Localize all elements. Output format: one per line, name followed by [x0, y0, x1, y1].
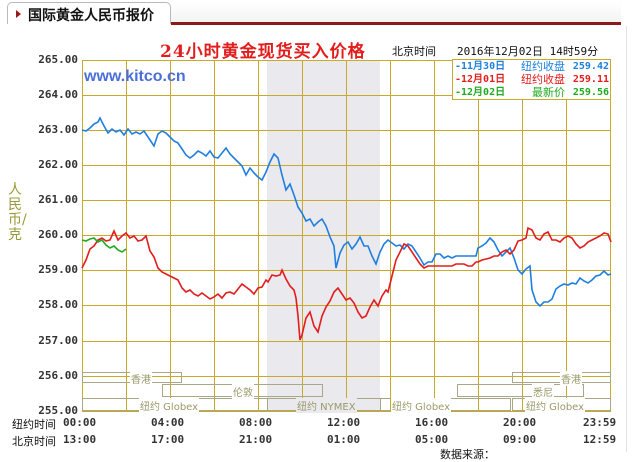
legend-item-dec02: -12月02日 最新价 259.56: [455, 86, 610, 99]
y-tick: 259.00: [38, 263, 78, 276]
x-tick-bj: 05:00: [415, 433, 449, 446]
x-tick-ny: 00:00: [63, 416, 97, 429]
x-tick-ny: 12:00: [327, 416, 361, 429]
session-label-hongkong: 香港: [130, 371, 152, 386]
session-label-ny-globex: 纽约 Globex: [525, 398, 586, 413]
legend-value: 259.11: [572, 74, 609, 85]
y-tick: 265.00: [38, 53, 78, 66]
legend-name: 纽约收盘: [521, 73, 565, 86]
legend-value: 259.42: [572, 61, 609, 72]
tab-bar-background: [171, 2, 621, 22]
y-tick: 257.00: [38, 334, 78, 347]
tab-label: 国际黄金人民币报价: [28, 8, 154, 24]
session-label-ny-globex: 纽约 Globex: [139, 398, 200, 413]
session-label-sydney: 悉尼: [532, 384, 554, 399]
legend-value: 259.56: [572, 87, 609, 98]
x-tick-ny: 08:00: [239, 416, 273, 429]
panel-right-border: [626, 26, 627, 452]
session-label-ny-nymex: 纽约 NYMEX: [296, 398, 357, 413]
legend-name: 最新价: [532, 86, 565, 99]
timestamp: 2016年12月02日 14时59分: [457, 45, 599, 58]
legend-date: -12月01日: [455, 74, 506, 85]
x-tick-bj: 21:00: [239, 433, 273, 446]
x-tick-ny: 04:00: [151, 416, 185, 429]
legend-date: -11月30日: [455, 61, 506, 72]
series-dec01-line: [81, 226, 612, 341]
y-tick: 263.00: [38, 123, 78, 136]
series-nov30-line: [81, 116, 612, 308]
data-source-text: 数据来源：: [440, 448, 495, 461]
session-label-ny-globex: 纽约 Globex: [391, 398, 452, 413]
x-tick-bj: 12:59: [583, 433, 617, 446]
session-label-london: 伦敦: [232, 384, 254, 399]
session-label-hongkong: 香港: [560, 371, 582, 386]
chart-plot: [81, 60, 612, 412]
x-tick-bj: 01:00: [327, 433, 361, 446]
tab-bar: 国际黄金人民币报价: [0, 0, 632, 26]
x-tick-ny: 23:59: [583, 416, 617, 429]
legend-date: -12月02日: [455, 87, 506, 98]
watermark: www.kitco.cn: [84, 68, 186, 85]
y-tick: 262.00: [38, 158, 78, 171]
y-tick: 264.00: [38, 88, 78, 101]
x-axis-ny-label: 纽约时间: [12, 418, 56, 431]
y-tick: 256.00: [38, 369, 78, 382]
legend-item-dec01: -12月01日 纽约收盘 259.11: [455, 73, 610, 86]
triangle-right-icon: [16, 10, 21, 18]
x-axis-bj-label: 北京时间: [12, 435, 56, 448]
x-tick-ny: 20:00: [503, 416, 537, 429]
legend-item-nov30: -11月30日 纽约收盘 259.42: [455, 60, 610, 73]
tab-underline: [171, 22, 621, 25]
legend: -11月30日 纽约收盘 259.42 -12月01日 纽约收盘 259.11 …: [452, 59, 611, 100]
grid: [82, 60, 611, 412]
tab-gold-rmb-quote[interactable]: 国际黄金人民币报价: [7, 2, 171, 24]
series-dec02-line: [81, 237, 127, 253]
legend-name: 纽约收盘: [521, 60, 565, 73]
y-tick: 261.00: [38, 193, 78, 206]
chart-title: 24小时黄金现货买入价格: [160, 42, 366, 62]
x-tick-bj: 09:00: [503, 433, 537, 446]
timezone-label: 北京时间: [392, 45, 436, 58]
y-axis-label: 人民币/克: [8, 182, 27, 243]
x-tick-bj: 13:00: [63, 433, 97, 446]
y-tick: 260.00: [38, 228, 78, 241]
x-tick-ny: 16:00: [415, 416, 449, 429]
y-tick: 258.00: [38, 298, 78, 311]
y-tick: 255.00: [38, 404, 78, 417]
x-tick-bj: 17:00: [151, 433, 185, 446]
